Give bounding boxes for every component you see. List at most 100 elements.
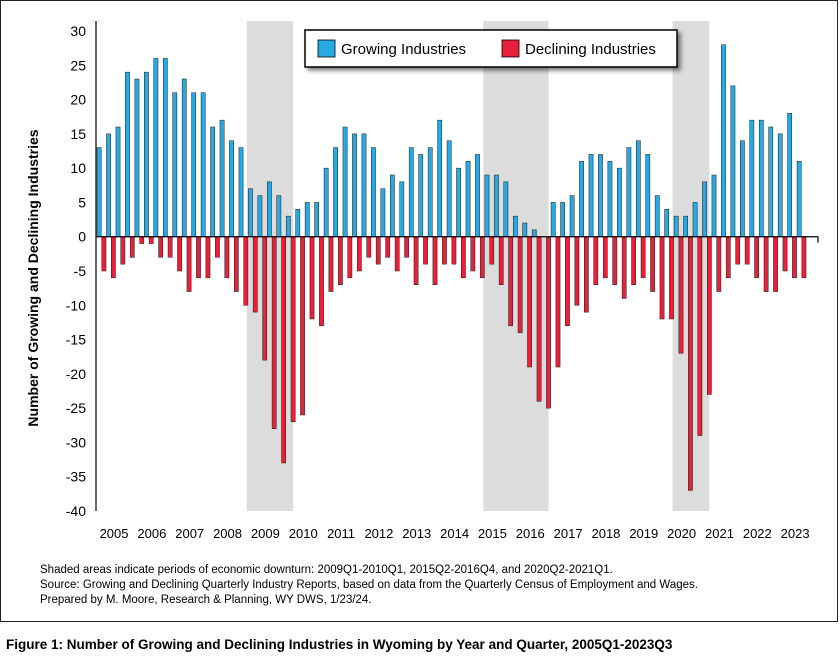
growing-bar <box>342 126 348 237</box>
declining-bar <box>574 236 580 306</box>
growing-bar <box>512 215 518 237</box>
growing-bar <box>721 44 726 237</box>
growing-bar <box>550 202 556 237</box>
growing-bar <box>361 133 367 237</box>
growing-bar <box>522 222 528 237</box>
y-tick-label: -20 <box>66 366 86 382</box>
y-tick-label: -15 <box>66 332 86 348</box>
declining-bar <box>252 236 258 313</box>
y-tick-labels: 30 25 20 15 10 5 0 -5 -10 -15 -20 -25 -30 -35 -40 <box>66 23 86 519</box>
declining-bar <box>404 236 409 258</box>
declining-bar <box>584 236 589 313</box>
y-tick-label: 5 <box>78 194 86 210</box>
declining-bar <box>517 236 523 333</box>
declining-bar <box>697 236 703 436</box>
legend-box <box>304 29 678 68</box>
growing-bar <box>276 195 282 237</box>
growing-bar <box>219 119 225 237</box>
declining-bar <box>688 236 693 491</box>
growing-bar <box>181 78 187 237</box>
declining-bar <box>498 236 504 285</box>
declining-bar <box>678 236 684 354</box>
growing-bar <box>569 195 575 237</box>
x-tick-label: 2009 <box>251 526 280 541</box>
growing-bar <box>456 167 461 237</box>
declining-bar <box>423 236 428 265</box>
growing-bar <box>768 126 774 237</box>
declining-bar <box>631 236 637 285</box>
growing-bar <box>598 154 603 237</box>
growing-bar <box>295 209 301 237</box>
growing-bar <box>503 181 509 237</box>
declining-bar <box>328 236 334 292</box>
declining-bar <box>101 236 107 272</box>
growing-bar <box>777 133 783 237</box>
declining-bar <box>593 236 599 285</box>
legend-swatch-growing <box>317 39 336 58</box>
y-tick-label: 20 <box>70 92 86 108</box>
growing-bar <box>257 195 263 237</box>
declining-bar <box>385 236 391 258</box>
declining-bar <box>281 236 286 464</box>
growing-bar <box>314 202 320 237</box>
growing-bar <box>323 167 329 237</box>
growing-bar <box>446 140 452 237</box>
declining-bar <box>177 236 182 272</box>
growing-bar <box>645 154 651 237</box>
growing-bar <box>238 147 244 237</box>
growing-bar <box>427 147 433 237</box>
declining-bar <box>669 236 674 320</box>
declining-bar <box>725 236 731 279</box>
declining-bar <box>432 236 438 285</box>
declining-bar <box>394 236 400 272</box>
growing-bar <box>758 119 764 237</box>
growing-bar <box>531 229 537 237</box>
declining-bar <box>233 236 239 292</box>
note-shading: Shaded areas indicate periods of economi… <box>40 564 613 576</box>
declining-bar <box>120 236 126 265</box>
growing-bar <box>626 147 632 237</box>
growing-bar <box>162 58 168 237</box>
declining-bar <box>555 236 561 368</box>
declining-bar <box>148 236 154 244</box>
declining-bar <box>366 236 372 258</box>
growing-bar <box>607 161 613 237</box>
y-tick-label: -35 <box>66 469 86 485</box>
y-tick-label: -5 <box>74 263 87 279</box>
x-tick-label: 2005 <box>100 526 129 541</box>
declining-bar <box>735 236 741 265</box>
y-tick-label: 10 <box>70 160 86 176</box>
growing-bar <box>408 147 414 237</box>
x-tick-label: 2016 <box>516 526 545 541</box>
declining-bar <box>479 236 485 279</box>
growing-bar <box>465 161 471 237</box>
declining-bar <box>347 236 353 279</box>
declining-bar <box>271 236 277 429</box>
growing-bar <box>749 119 755 237</box>
growing-bar <box>437 119 443 237</box>
downturn-shading <box>246 21 710 511</box>
figure-caption: Figure 1: Number of Growing and Declinin… <box>6 637 673 652</box>
chart-notes: Shaded areas indicate periods of economi… <box>40 563 698 608</box>
figure-frame <box>0 0 838 622</box>
declining-bar <box>186 236 192 292</box>
growing-bar <box>484 174 490 237</box>
declining-bar <box>139 236 145 244</box>
declining-bar <box>546 236 551 409</box>
declining-bar <box>621 236 627 299</box>
x-tick-label: 2008 <box>213 526 242 541</box>
declining-bar <box>375 236 381 265</box>
growing-bar <box>191 92 197 237</box>
declining-bar <box>470 236 476 272</box>
declining-bar <box>650 236 655 292</box>
growing-bar <box>106 133 111 237</box>
declining-bar <box>792 236 797 279</box>
growing-bar <box>635 140 641 237</box>
declining-bar <box>612 236 618 285</box>
growing-bar <box>134 78 140 237</box>
growing-bar <box>96 147 102 237</box>
declining-bar <box>527 236 532 368</box>
growing-bar <box>702 181 707 237</box>
note-source: Source: Growing and Declining Quarterly … <box>40 579 698 591</box>
declining-bar <box>111 236 116 279</box>
